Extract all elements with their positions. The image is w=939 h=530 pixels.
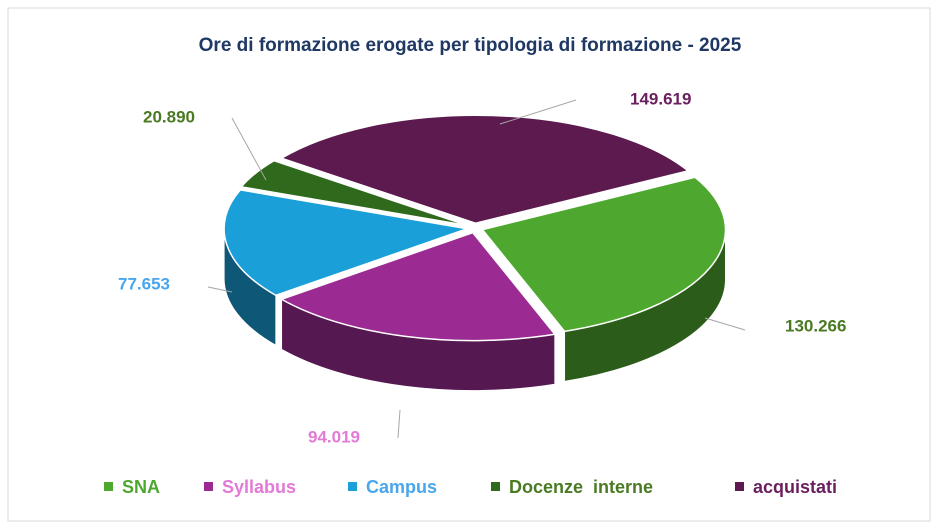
data-label: 94.019 bbox=[308, 427, 360, 446]
data-label: 77.653 bbox=[118, 274, 170, 293]
legend-swatch bbox=[735, 482, 744, 491]
legend-label: SNA bbox=[122, 477, 160, 497]
slice bbox=[239, 159, 469, 227]
chart-title: Ore di formazione erogate per tipologia … bbox=[199, 35, 742, 56]
legend-label: Campus bbox=[366, 477, 437, 497]
slice bbox=[279, 114, 690, 224]
slice bbox=[279, 231, 557, 342]
leader-line bbox=[207, 286, 233, 293]
data-label: 149.619 bbox=[630, 89, 691, 108]
data-label: 130.266 bbox=[785, 316, 846, 335]
leader-line bbox=[499, 99, 577, 125]
leader-line bbox=[704, 317, 746, 331]
leader-line bbox=[397, 409, 401, 439]
data-label: 20.890 bbox=[143, 107, 195, 126]
legend-swatch bbox=[348, 482, 357, 491]
legend-swatch bbox=[491, 482, 500, 491]
slice bbox=[481, 176, 727, 333]
legend-label: Syllabus bbox=[222, 477, 296, 497]
slice bbox=[223, 189, 468, 297]
leader-line bbox=[231, 117, 267, 181]
legend-label: Docenze interne bbox=[509, 477, 653, 497]
legend-swatch bbox=[104, 482, 113, 491]
legend-label: acquistati bbox=[753, 477, 837, 497]
legend-swatch bbox=[204, 482, 213, 491]
